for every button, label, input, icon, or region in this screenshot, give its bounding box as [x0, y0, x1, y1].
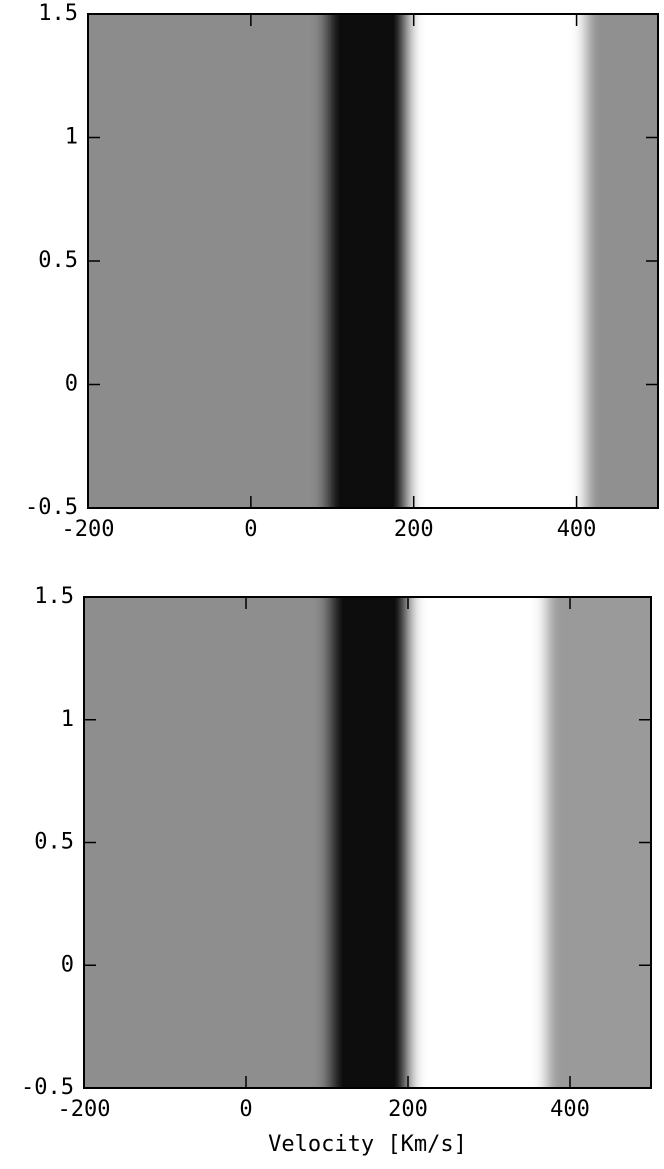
y-tick-label: 1: [65, 125, 78, 150]
band: [84, 597, 327, 1088]
image-bands: [84, 597, 651, 1088]
band: [88, 14, 325, 508]
band: [327, 597, 413, 1088]
x-tick-label: 200: [388, 1097, 428, 1122]
y-tick-label: 0.5: [38, 248, 78, 273]
y-tick-label: -0.5: [25, 495, 78, 520]
image-bands: [88, 14, 658, 508]
y-tick-label: 1.5: [38, 1, 78, 26]
y-tick-label: 0: [61, 952, 74, 977]
y-tick-label: 1.5: [34, 584, 74, 609]
x-tick-label: -200: [58, 1097, 111, 1122]
y-tick-label: 0.5: [34, 830, 74, 855]
x-tick-label: 400: [550, 1097, 590, 1122]
band: [584, 14, 658, 508]
x-tick-label: 0: [244, 517, 257, 542]
x-tick-label: 400: [557, 517, 597, 542]
x-tick-label: 0: [239, 1097, 252, 1122]
y-tick-label: -0.5: [21, 1075, 74, 1100]
image: [88, 14, 658, 508]
band: [412, 597, 546, 1088]
y-tick-label: 1: [61, 707, 74, 732]
image: [84, 597, 651, 1088]
x-tick-label: 200: [394, 517, 434, 542]
x-axis-label: Velocity [Km/s]: [268, 1132, 467, 1157]
y-tick-label: 0: [65, 372, 78, 397]
x-tick-label: -200: [62, 517, 115, 542]
band: [324, 14, 411, 508]
band: [545, 597, 651, 1088]
band: [410, 14, 585, 508]
